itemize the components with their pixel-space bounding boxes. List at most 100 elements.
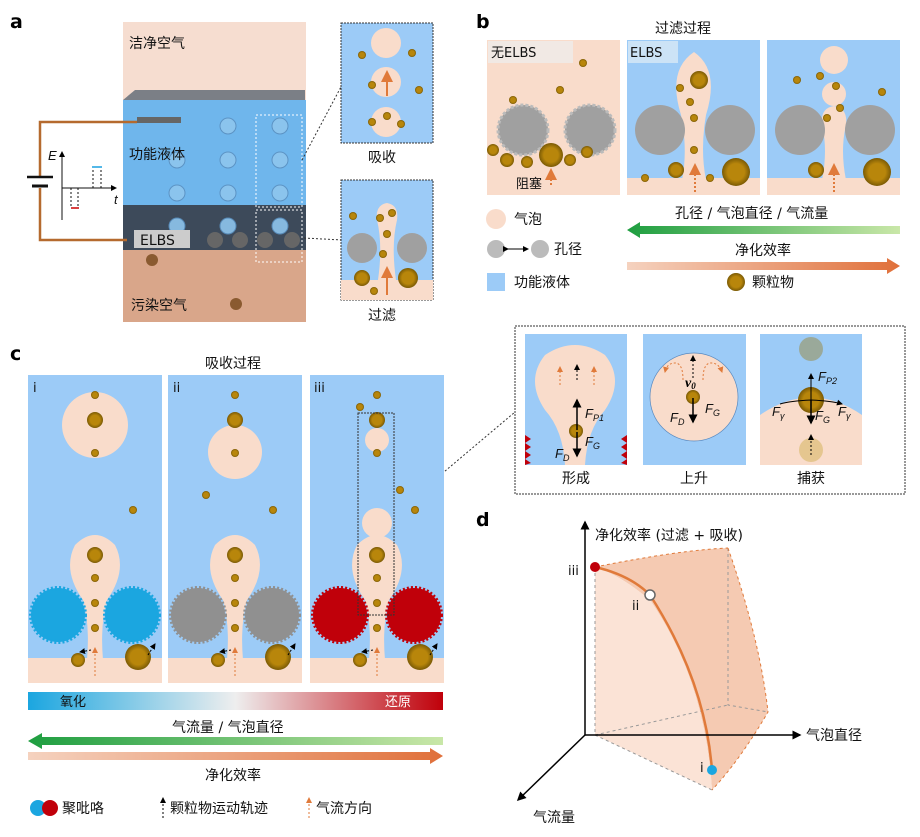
clean-air-label: 洁净空气 [129, 36, 185, 52]
capture: FP2 FG Fγ Fγ [760, 334, 862, 465]
point-i-label: i [700, 761, 704, 776]
b-elbs-2 [767, 40, 900, 195]
zoom-region-absorb [255, 114, 303, 208]
elbs-label-b: ELBS [630, 46, 662, 61]
panel-label-c: c [10, 343, 21, 365]
force-label: F [818, 369, 827, 384]
orange-arrow [28, 748, 443, 764]
absorption-panel-1 [28, 375, 162, 683]
svg-text:Fγ: Fγ [772, 404, 785, 421]
green-arrow [627, 222, 900, 238]
polypyrrole-sphere [243, 586, 301, 644]
legend-liquid: 功能液体 [514, 275, 570, 291]
point-i [707, 765, 717, 775]
particle [269, 506, 277, 514]
particle [227, 547, 243, 563]
y-axis-label: 净化效率 (过滤 + 吸收) [595, 527, 743, 544]
elbs-label-box [134, 230, 190, 248]
zoom-region-filter [255, 209, 303, 263]
b-arrow1-label: 孔径 / 气泡直径 / 气流量 [675, 205, 828, 222]
rise: v0 FG FD [643, 334, 746, 465]
svg-text:FD: FD [670, 410, 685, 427]
panel-b: b 过滤过程 无ELBS 阻塞 ELBS 气泡 孔径 功能液体 颗粒物 孔径 /… [476, 11, 900, 291]
elbs-spheres [207, 232, 300, 248]
sub-ii: ii [173, 381, 180, 396]
particle [369, 412, 385, 428]
particle [91, 599, 99, 607]
force-subscript: G [713, 408, 720, 418]
svg-text:FG: FG [815, 408, 830, 425]
electrode [137, 117, 181, 123]
force-label: F [585, 434, 594, 449]
legend-bubble: 气泡 [514, 212, 542, 228]
panel-label-b: b [476, 11, 490, 33]
legend-particle: 颗粒物 [752, 275, 794, 291]
particle [231, 624, 239, 632]
particle [71, 653, 85, 667]
point-ii [644, 589, 656, 601]
panel-d: d 净化效率 (过滤 + 吸收) 气泡直径 气流量 iii ii i [476, 509, 862, 826]
force-label: F [838, 404, 847, 419]
zoom-region-c [357, 412, 395, 616]
panel-label-d: d [476, 509, 490, 531]
particle [146, 254, 158, 266]
rising-bubble [362, 508, 392, 538]
efficiency-surface [595, 548, 768, 790]
legend-ppy: 聚吡咯 [62, 801, 104, 817]
orange-arrow [627, 258, 900, 274]
particle [373, 449, 381, 457]
point-iii [590, 562, 600, 572]
particle [407, 644, 433, 670]
legend-airflow: 气流方向 [316, 801, 372, 817]
svg-text:FD: FD [555, 446, 570, 463]
trajectory-arrow [79, 648, 92, 655]
surface-edge [594, 547, 769, 791]
particle [411, 506, 419, 514]
rising-bubble [365, 428, 389, 452]
svg-text:FP2: FP2 [818, 369, 837, 386]
point-iii-label: iii [568, 564, 579, 579]
legend-liquid-icon [487, 273, 505, 291]
force-subscript: P2 [826, 376, 837, 386]
z-axis-label: 气流量 [533, 810, 575, 826]
formation: FP1 FG FD [525, 334, 627, 465]
particle [129, 506, 137, 514]
pulse-pos [92, 168, 102, 188]
svg-text:FG: FG [585, 434, 600, 451]
trajectory-arrow [219, 648, 232, 655]
legend-trajectory: 颗粒物运动轨迹 [170, 801, 268, 817]
force-subscript: P1 [593, 413, 604, 423]
particle [231, 574, 239, 582]
particle [265, 644, 291, 670]
particle [227, 412, 243, 428]
efficiency-curve [594, 565, 714, 771]
panel-b-title: 过滤过程 [655, 21, 711, 37]
absorption-panel-3 [310, 375, 444, 683]
force-subscript: D [678, 417, 685, 427]
panel-c: c 吸收过程 i ii iii 氧化 还原 气流量 / 气泡直径 净化效率 聚吡… [10, 343, 444, 818]
force-subscript: γ [846, 411, 851, 421]
clean-air-region [123, 22, 306, 102]
polypyrrole-sphere [103, 586, 161, 644]
ppy-red-icon [42, 800, 58, 816]
polypyrrole-sphere [29, 586, 87, 644]
particle [91, 624, 99, 632]
force-subscript: G [823, 415, 830, 425]
force-subscript: G [593, 441, 600, 451]
velocity-subscript: 0 [691, 381, 696, 391]
force-label: F [670, 410, 679, 425]
particle [231, 449, 239, 457]
absorb-label: 吸收 [368, 150, 396, 166]
svg-text:FG: FG [705, 401, 720, 418]
force-label: F [585, 406, 594, 421]
legend-particle-icon [727, 273, 745, 291]
polluted-air-label: 污染空气 [131, 298, 187, 314]
polypyrrole-sphere [169, 586, 227, 644]
pulse-neg [70, 188, 79, 206]
filter-label: 过滤 [368, 308, 396, 324]
svg-text:v0: v0 [685, 376, 696, 391]
no-elbs-label: 无ELBS [491, 46, 536, 61]
c-arrow2-label: 净化效率 [205, 767, 261, 784]
filter-inset [340, 179, 434, 301]
